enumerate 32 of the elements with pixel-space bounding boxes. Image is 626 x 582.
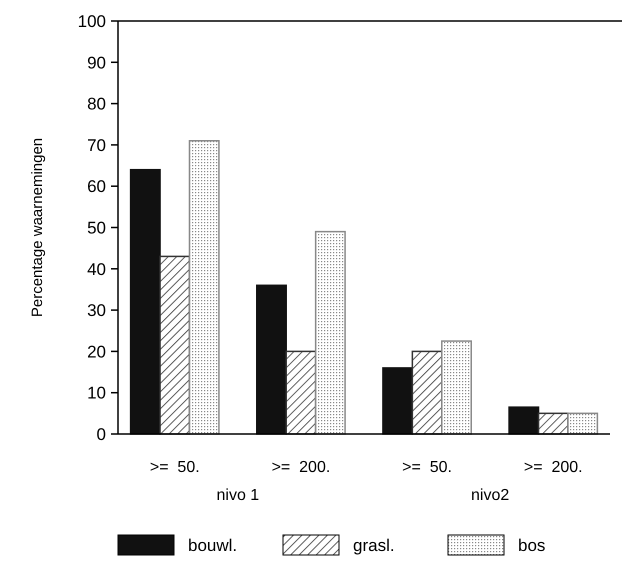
legend-label: bos bbox=[518, 536, 546, 555]
bar bbox=[256, 284, 287, 435]
bar bbox=[567, 412, 598, 435]
bar bbox=[285, 350, 316, 435]
bar bbox=[412, 350, 443, 435]
y-tick-label: 30 bbox=[87, 301, 106, 320]
legend-label: bouwl. bbox=[188, 536, 238, 555]
y-tick-label: 50 bbox=[87, 218, 106, 238]
y-tick-label: 100 bbox=[78, 12, 106, 31]
bar bbox=[508, 406, 540, 435]
y-tick-label: 60 bbox=[87, 177, 106, 196]
y-tick-label: 0 bbox=[96, 424, 106, 444]
text: nivo2 bbox=[471, 487, 510, 504]
bar bbox=[441, 340, 472, 435]
x-tick-label: >= 50. bbox=[150, 459, 200, 476]
y-tick-label: 40 bbox=[87, 260, 106, 279]
y-axis-title: Percentage waarnemingen bbox=[29, 138, 46, 318]
y-tick-label: 80 bbox=[87, 94, 106, 114]
y-tick-label: 10 bbox=[87, 384, 106, 403]
text: nivo 1 bbox=[216, 487, 260, 504]
bar bbox=[130, 168, 161, 435]
y-tick-label: 90 bbox=[87, 53, 106, 72]
x-tick-label: >= 200. bbox=[272, 459, 330, 476]
legend-label: grasl. bbox=[353, 536, 395, 555]
bar bbox=[159, 256, 190, 435]
bar bbox=[382, 367, 414, 435]
y-tick-label: 20 bbox=[87, 342, 106, 362]
y-tick-label: 70 bbox=[87, 136, 106, 155]
x-tick-label: >= 200. bbox=[524, 459, 583, 476]
x-tick-label: >= 50. bbox=[402, 459, 452, 476]
bar bbox=[188, 140, 220, 435]
bar bbox=[314, 230, 346, 435]
